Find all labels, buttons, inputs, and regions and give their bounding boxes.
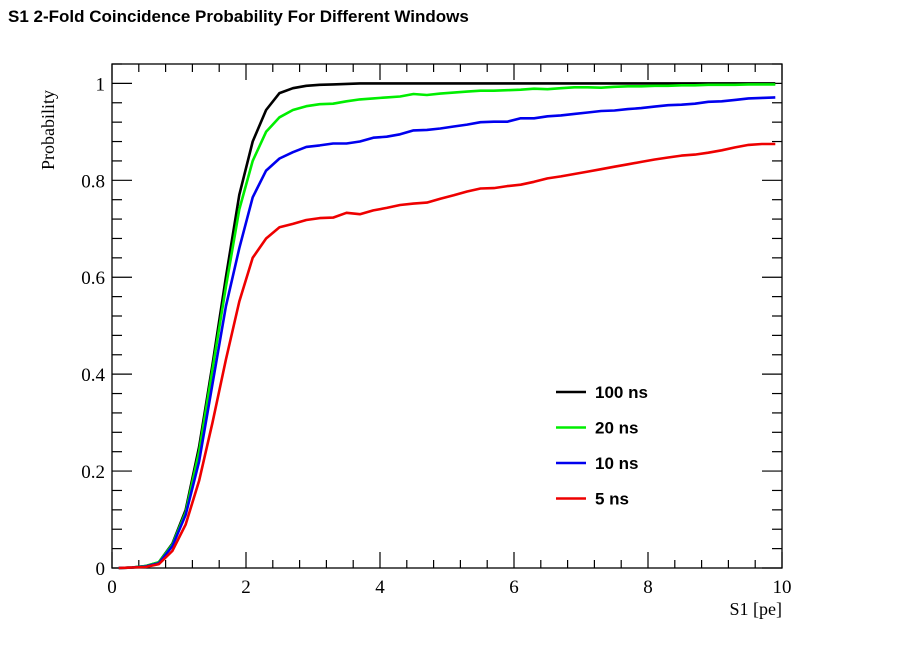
x-axis-title: S1 [pe]	[730, 599, 783, 619]
axis-tick-labels: 0 2 4 6 8 10 0 0.2 0.4 0.6 0.8 1	[81, 74, 791, 598]
chart-title: S1 2-Fold Coincidence Probability For Di…	[8, 7, 469, 26]
series-lines	[118, 82, 776, 570]
x-tick-label: 4	[375, 577, 385, 598]
series-line-20-ns	[118, 83, 776, 570]
legend-label-5-ns: 5 ns	[595, 490, 629, 509]
series-line-5-ns	[118, 142, 776, 570]
legend-label-10-ns: 10 ns	[595, 454, 638, 473]
x-tick-label: 2	[241, 577, 251, 598]
axis-ticks	[111, 63, 783, 569]
x-tick-label: 8	[643, 577, 653, 598]
y-tick-label: 0.2	[81, 462, 105, 483]
y-tick-label: 0.6	[81, 268, 105, 289]
y-tick-label: 0.8	[81, 171, 105, 192]
x-tick-label: 6	[509, 577, 519, 598]
legend-label-100-ns: 100 ns	[595, 383, 648, 402]
legend: 100 ns 20 ns 10 ns 5 ns	[556, 383, 648, 509]
y-tick-label: 0.4	[81, 365, 105, 386]
y-axis-title: Probability	[38, 90, 58, 170]
y-tick-label: 1	[96, 74, 106, 95]
x-tick-label: 10	[773, 577, 792, 598]
series-line-10-ns	[118, 96, 776, 570]
x-tick-label: 0	[107, 577, 117, 598]
legend-label-20-ns: 20 ns	[595, 419, 638, 438]
y-tick-label: 0	[96, 559, 106, 580]
plot-frame	[111, 63, 783, 569]
